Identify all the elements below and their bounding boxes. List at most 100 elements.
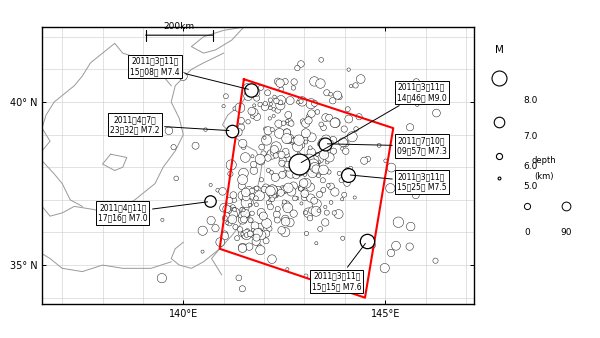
Point [296,171,305,176]
Point [272,217,282,223]
Point [280,187,289,192]
Point [273,187,283,193]
Point [283,138,293,143]
Point [275,80,285,86]
Point [312,201,322,207]
Point [342,180,352,186]
Point [191,143,200,148]
Point [329,210,339,216]
Point [374,143,384,148]
Point [272,98,281,104]
Point [238,245,248,250]
Point [296,186,306,191]
Point [294,161,304,167]
Point [300,172,310,177]
Point [226,171,235,176]
Point [301,210,311,215]
Point [252,95,262,101]
Point [347,134,357,140]
Point [289,79,299,84]
Point [280,230,290,235]
Point [314,173,323,178]
Point [313,169,323,174]
Point [334,211,343,217]
Point [316,226,325,232]
Point [260,101,270,106]
Point [301,130,311,136]
Point [322,160,332,165]
Point [329,148,338,154]
Point [250,223,260,228]
Point [235,105,245,111]
Point [305,156,314,162]
Point [334,171,344,176]
Point [319,152,329,158]
Point [266,204,275,210]
Point [352,126,361,132]
Point [313,151,322,157]
Point [277,161,287,166]
Point [337,197,347,202]
Point [252,114,262,120]
Point [323,183,333,188]
Point [276,100,286,105]
Point [228,204,238,210]
Point [289,85,298,91]
Point [227,217,236,222]
Point [308,170,317,176]
Point [326,184,336,189]
Point [386,186,395,191]
Point [305,145,315,150]
Point [248,227,258,233]
Point [247,211,257,216]
Point [282,130,292,135]
Point [322,210,332,215]
Point [338,146,347,151]
Text: 2011年7月10日
09時57分 M7.3: 2011年7月10日 09時57分 M7.3 [328,136,447,156]
Point [244,244,254,249]
Point [222,206,232,212]
Point [164,128,174,134]
Point [266,105,275,111]
Point [313,161,323,167]
Point [242,212,251,217]
Point [320,141,329,146]
Point [306,185,316,190]
Point [318,177,328,183]
Point [263,90,272,95]
Point [350,195,359,200]
Point [337,177,346,183]
Point [268,127,277,132]
Point [245,200,254,205]
Point [271,153,281,158]
Point [248,231,257,236]
Point [253,230,263,236]
Point [494,153,504,159]
Point [220,233,230,239]
Point [230,207,239,212]
Point [238,217,248,222]
Point [287,189,296,194]
Point [248,153,257,159]
Point [381,158,391,164]
Point [239,196,248,202]
Point [308,171,318,177]
Point [394,219,403,225]
Point [283,118,292,124]
Point [293,99,303,105]
Point [267,257,277,262]
Point [178,74,188,79]
Point [290,163,299,169]
Point [354,114,364,119]
Point [238,141,248,146]
Point [494,175,504,180]
Point [233,129,243,135]
Point [271,175,280,180]
Point [250,231,259,237]
Point [238,207,247,212]
Point [206,182,215,188]
Point [238,231,247,237]
Point [271,190,281,195]
Point [259,213,268,219]
Point [296,99,306,104]
